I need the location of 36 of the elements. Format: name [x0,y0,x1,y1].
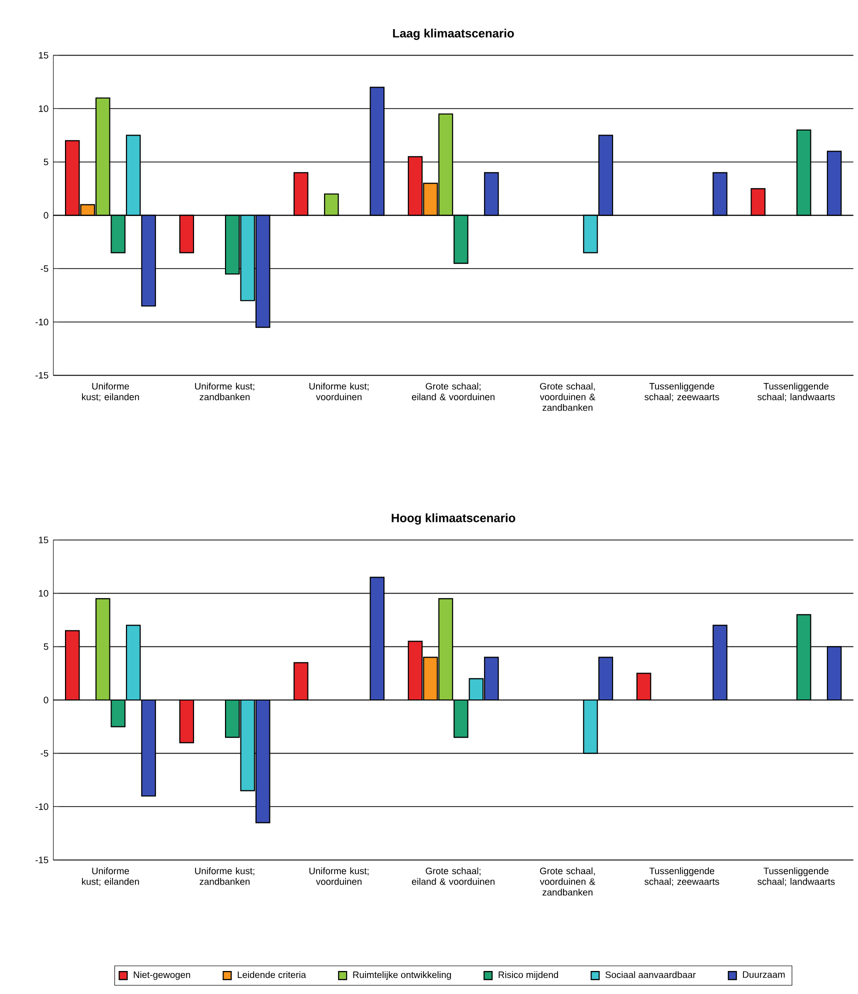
x-tick-label: Uniforme kust; zandbanken [195,382,254,400]
y-tick-label: 0 [44,212,48,219]
x-tick-label: Grote schaal, voorduinen & zandbanken [540,382,596,411]
x-tick-label: Tussenliggende schaal; zeewaarts [644,382,720,402]
y-tick-label: 15 [38,52,48,59]
legend-label: Risico mijdend [498,971,558,980]
x-tick-label: Grote schaal; eiland & voorduinen [412,867,494,885]
y-tick-label: 10 [38,105,48,112]
x-tick-label: Uniforme kust; zandbanken [195,867,254,885]
x-tick-label: Uniforme kust; voorduinen [309,382,369,400]
y-tick-label: 15 [38,536,48,544]
y-tick-label: 5 [44,643,48,650]
y-tick-label: 5 [44,158,48,166]
y-tick-label: -15 [36,372,48,379]
y-tick-label: -5 [40,265,48,272]
legend-label: Sociaal aanvaardbaar [605,971,696,978]
x-tick-label: Grote schaal, voorduinen & zandbanken [540,867,596,896]
chart-title: Hoog klimaatscenario [392,513,516,525]
y-tick-label: 0 [44,696,48,704]
legend-label: Leidende criteria [238,971,306,978]
x-tick-label: Uniforme kust; eilanden [82,382,139,402]
y-tick-label: -10 [36,318,48,326]
x-tick-label: Tussenliggende schaal; landwaarts [758,867,835,886]
x-tick-label: Tussenliggende schaal; landwaarts [758,382,835,402]
x-tick-label: Uniforme kust; voorduinen [309,867,369,885]
legend-label: Duurzaam [743,971,785,978]
y-tick-label: 10 [38,590,48,597]
y-tick-label: -15 [36,856,48,864]
chart-title: Laag klimaatscenario [393,28,514,40]
x-tick-label: Grote schaal; eiland & voorduinen [412,382,494,400]
legend-label: Niet-gewogen [134,971,190,980]
x-tick-label: Uniforme kust; eilanden [82,867,139,886]
legend-label: Ruimtelijke ontwikkeling [353,971,451,980]
y-tick-label: -10 [36,803,48,810]
x-tick-label: Tussenliggende schaal; zeewaarts [644,867,720,886]
y-tick-label: -5 [40,750,48,757]
